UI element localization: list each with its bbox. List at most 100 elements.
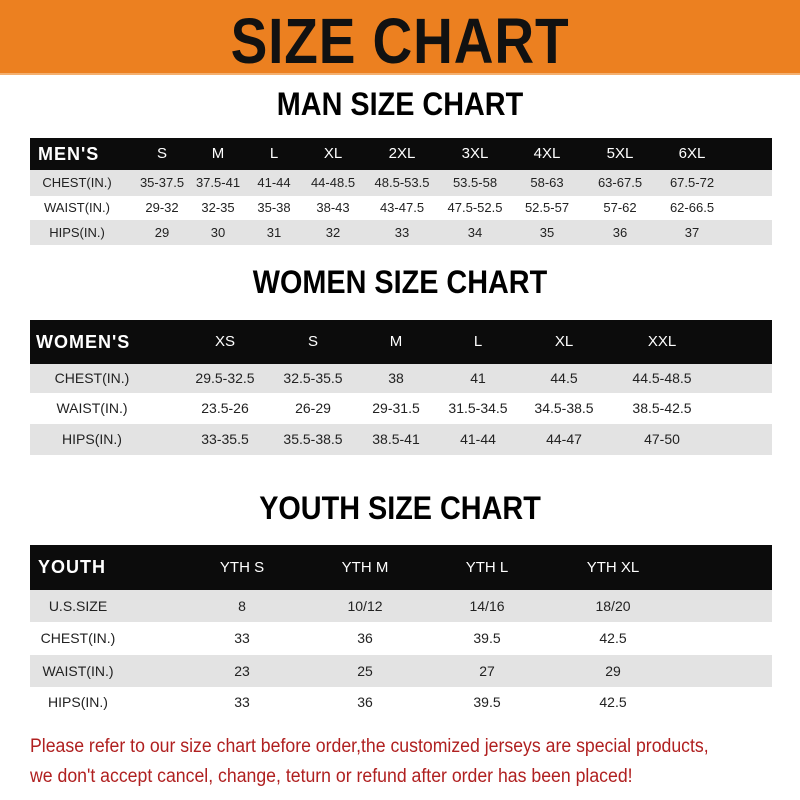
table-cell: 42.5 <box>599 694 627 710</box>
table-cell: 47.5-52.5 <box>447 200 503 215</box>
row-label: HIPS(IN.) <box>48 694 108 710</box>
table-cell: 37 <box>684 225 700 240</box>
table-cell: S <box>307 333 319 350</box>
table-cell: 42.5 <box>599 630 627 646</box>
table-cell: 48.5-53.5 <box>374 175 430 190</box>
table-cell: 39.5 <box>473 694 501 710</box>
table-cell: YTH XL <box>586 559 640 576</box>
table-cell: 2XL <box>388 145 416 162</box>
table-row: HIPS(IN.) 29 30 31 32 33 34 35 36 37 <box>30 220 772 245</box>
table-cell: 31 <box>266 225 282 240</box>
table-row: CHEST(IN.) 33 36 39.5 42.5 <box>30 622 772 655</box>
table-cell: 33 <box>234 630 250 646</box>
row-label: HIPS(IN.) <box>49 225 105 240</box>
table-row: CHEST(IN.) 29.5-32.5 32.5-35.5 38 41 44.5 44.5… <box>30 364 772 393</box>
banner-title: SIZE CHART <box>230 5 570 77</box>
row-label: WOMEN'S <box>36 332 131 352</box>
youth-title: YOUTH SIZE CHART <box>259 490 541 526</box>
table-row: CHEST(IN.) 35-37.5 37.5-41 41-44 44-48.5 48.5… <box>30 170 772 196</box>
table-cell: 4XL <box>533 145 561 162</box>
table-cell: 35-38 <box>257 200 291 215</box>
women-title: WOMEN SIZE CHART <box>252 264 548 300</box>
table-row: HIPS(IN.) 33-35.5 35.5-38.5 38.5-41 41-44 44-… <box>30 424 772 455</box>
row-label: CHEST(IN.) <box>40 630 116 646</box>
table-cell: 44-47 <box>546 431 582 447</box>
table-cell: 58-63 <box>530 175 564 190</box>
table-cell: YTH M <box>341 559 389 576</box>
table-cell: 5XL <box>606 145 634 162</box>
table-cell: 62-66.5 <box>669 200 715 215</box>
table-cell: 33 <box>394 225 410 240</box>
row-label: CHEST(IN.) <box>54 370 130 386</box>
table-cell: 23 <box>234 663 250 679</box>
table-cell: 35.5-38.5 <box>283 431 343 447</box>
table-cell: 36 <box>357 694 373 710</box>
table-cell: 44.5 <box>550 370 578 386</box>
table-cell: 6XL <box>678 145 706 162</box>
table-cell: 29 <box>154 225 170 240</box>
table-cell: 30 <box>210 225 226 240</box>
table-cell: 3XL <box>461 145 489 162</box>
table-cell: 38.5-42.5 <box>632 400 692 416</box>
row-label: MEN'S <box>38 144 100 164</box>
banner: SIZE CHART <box>0 0 800 77</box>
table-cell: 33 <box>234 694 250 710</box>
table-cell: 63-67.5 <box>597 175 643 190</box>
table-cell: XS <box>214 333 236 350</box>
table-cell: 14/16 <box>469 598 505 614</box>
table-cell: 34.5-38.5 <box>534 400 594 416</box>
table-cell: 34 <box>467 225 483 240</box>
table-cell: 36 <box>357 630 373 646</box>
table-cell: 18/20 <box>595 598 631 614</box>
table-cell: 26-29 <box>295 400 331 416</box>
table-cell: YTH S <box>219 559 265 576</box>
table-cell: XL <box>554 333 574 350</box>
table-cell: 32-35 <box>201 200 235 215</box>
table-cell: 44.5-48.5 <box>632 370 692 386</box>
table-row: WAIST(IN.) 23.5-26 26-29 29-31.5 31.5-34.5 34… <box>30 393 772 424</box>
row-label: WAIST(IN.) <box>56 400 128 416</box>
header-row: YOUTH YTH S YTH M YTH L YTH XL <box>30 545 772 590</box>
table-cell: 29-32 <box>145 200 179 215</box>
row-label: U.S.SIZE <box>48 598 108 614</box>
table-cell: 53.5-58 <box>452 175 498 190</box>
table-row: WAIST(IN.) 29-32 32-35 35-38 38-43 43-47.5 47.… <box>30 196 772 220</box>
table-cell: L <box>473 333 483 350</box>
table-cell: 38 <box>388 370 404 386</box>
men-title: MAN SIZE CHART <box>276 86 524 122</box>
table-cell: 29.5-32.5 <box>195 370 255 386</box>
table-cell: 8 <box>238 598 246 614</box>
row-label: YOUTH <box>38 557 106 577</box>
table-cell: 41-44 <box>257 175 291 190</box>
table-cell: 35-37.5 <box>139 175 185 190</box>
table-cell: XL <box>323 145 343 162</box>
table-cell: 25 <box>357 663 373 679</box>
table-cell: 41 <box>470 370 486 386</box>
table-cell: L <box>269 145 279 162</box>
table-cell: 29 <box>605 663 621 679</box>
table-cell: 32 <box>325 225 341 240</box>
table-cell: 10/12 <box>347 598 383 614</box>
table-cell: 29-31.5 <box>372 400 420 416</box>
table-cell: 43-47.5 <box>379 200 425 215</box>
table-cell: 52.5-57 <box>524 200 570 215</box>
row-label: CHEST(IN.) <box>42 175 112 190</box>
table-cell: 35 <box>539 225 555 240</box>
table-cell: M <box>211 145 225 162</box>
table-row: WAIST(IN.) 23 25 27 29 <box>30 655 772 687</box>
table-cell: 38-43 <box>316 200 350 215</box>
table-cell: YTH L <box>465 559 509 576</box>
table-cell: 38.5-41 <box>372 431 420 447</box>
table-cell: 27 <box>479 663 495 679</box>
table-cell: XXL <box>647 333 677 350</box>
table-cell: 23.5-26 <box>201 400 249 416</box>
table-cell: 39.5 <box>473 630 501 646</box>
table-cell: 44-48.5 <box>310 175 356 190</box>
header-row: WOMEN'S XS S M L XL XXL <box>30 320 772 364</box>
table-cell: 31.5-34.5 <box>448 400 508 416</box>
note-line-1: Please refer to our size chart before or… <box>30 736 709 757</box>
table-cell: 67.5-72 <box>669 175 715 190</box>
table-cell: 32.5-35.5 <box>283 370 343 386</box>
table-cell: 36 <box>612 225 628 240</box>
table-cell: 33-35.5 <box>201 431 249 447</box>
